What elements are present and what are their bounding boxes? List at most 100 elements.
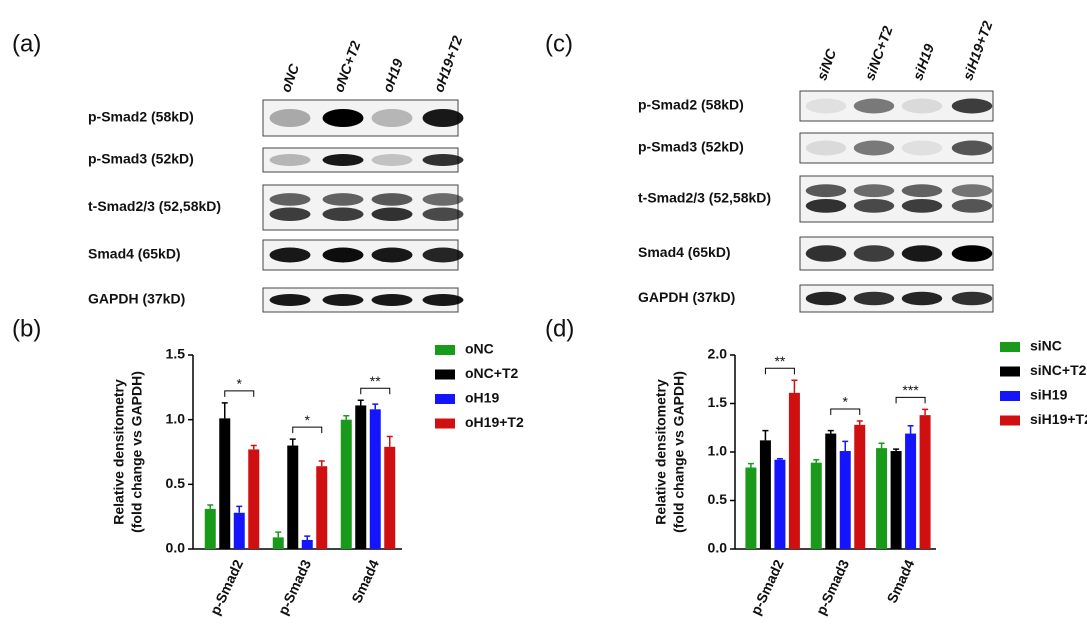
band: [322, 247, 364, 263]
bar: [745, 467, 757, 549]
row-label: p-Smad2 (58kD): [638, 97, 744, 113]
band: [422, 154, 464, 166]
blot-box: [262, 184, 459, 231]
legend-swatch: [435, 394, 455, 404]
band: [371, 109, 413, 127]
band: [901, 140, 943, 156]
band: [805, 184, 847, 198]
error-bar: [747, 462, 754, 468]
band: [422, 109, 464, 127]
significance-bracket: [895, 396, 926, 404]
row-label: t-Smad2/3 (52,58kD): [638, 190, 771, 206]
bar: [759, 440, 771, 549]
bar: [810, 462, 822, 549]
error-bar: [878, 442, 885, 449]
bar: [301, 539, 313, 549]
bar: [774, 459, 786, 549]
bar: [839, 451, 851, 549]
legend-label: oNC: [465, 341, 494, 357]
significance-bracket: [360, 387, 391, 395]
error-bar: [386, 435, 393, 447]
band: [853, 184, 895, 198]
band: [322, 109, 364, 127]
significance-label: *: [305, 412, 311, 428]
band: [901, 98, 943, 114]
y-axis-label: (fold change vs GAPDH): [671, 371, 687, 533]
error-bar: [907, 425, 914, 434]
legend-swatch: [435, 418, 455, 429]
y-axis-label: Relative densitometry: [111, 379, 127, 525]
y-tick-label: 0.5: [166, 475, 186, 491]
error-bar: [304, 535, 311, 540]
legend-label: siNC: [1030, 338, 1062, 354]
error-bar: [318, 460, 325, 467]
y-tick-label: 1.5: [708, 394, 728, 410]
significance-label: ***: [902, 382, 919, 398]
error-bar: [236, 505, 243, 513]
band: [322, 154, 364, 166]
band: [269, 294, 311, 306]
bar: [890, 451, 902, 549]
band: [901, 199, 943, 213]
panel-label: (c): [545, 30, 573, 57]
significance-label: *: [237, 376, 243, 392]
y-tick-label: 0.0: [708, 540, 728, 556]
band: [951, 291, 993, 306]
band: [422, 294, 464, 306]
bar: [788, 392, 800, 549]
band: [805, 245, 847, 262]
error-bar: [827, 429, 834, 434]
legend-label: oH19: [465, 390, 499, 406]
band: [805, 291, 847, 306]
band: [951, 140, 993, 156]
row-label: t-Smad2/3 (52,58kD): [88, 198, 221, 214]
band: [269, 247, 311, 263]
error-bar: [289, 438, 296, 446]
legend-swatch: [1000, 415, 1020, 426]
band: [322, 207, 364, 221]
error-bar: [250, 444, 257, 450]
row-label: GAPDH (37kD): [638, 289, 735, 305]
band: [371, 247, 413, 263]
band: [901, 184, 943, 198]
bar: [272, 537, 284, 549]
y-tick-label: 0.5: [708, 491, 728, 507]
error-bar: [343, 415, 350, 420]
band: [371, 207, 413, 221]
panel-label: (d): [545, 315, 574, 342]
bar: [355, 405, 367, 549]
bar: [825, 433, 837, 549]
significance-bracket: [830, 408, 861, 415]
band: [853, 199, 895, 213]
error-bar: [762, 429, 769, 441]
panel-label: (b): [12, 315, 41, 342]
significance-bracket: [292, 426, 323, 434]
band: [901, 245, 943, 262]
bar: [316, 466, 328, 549]
error-bar: [275, 531, 282, 538]
band: [269, 207, 311, 221]
bar: [204, 508, 216, 549]
legend-swatch: [435, 369, 455, 380]
bar: [876, 448, 888, 549]
panel-label: (a): [12, 30, 41, 57]
band: [322, 294, 364, 306]
row-label: Smad4 (65kD): [638, 244, 731, 260]
band: [853, 291, 895, 306]
band: [269, 109, 311, 127]
bar: [905, 433, 917, 549]
bar: [248, 449, 260, 549]
legend-swatch: [1000, 391, 1020, 401]
band: [853, 245, 895, 262]
band: [853, 98, 895, 114]
band: [422, 207, 464, 221]
row-label: p-Smad3 (52kD): [638, 139, 744, 155]
legend-label: siH19+T2: [1030, 411, 1087, 427]
bar: [854, 424, 866, 549]
error-bar: [791, 379, 798, 393]
error-bar: [372, 403, 379, 410]
y-tick-label: 0.0: [166, 540, 186, 556]
band: [805, 199, 847, 213]
band: [853, 140, 895, 156]
